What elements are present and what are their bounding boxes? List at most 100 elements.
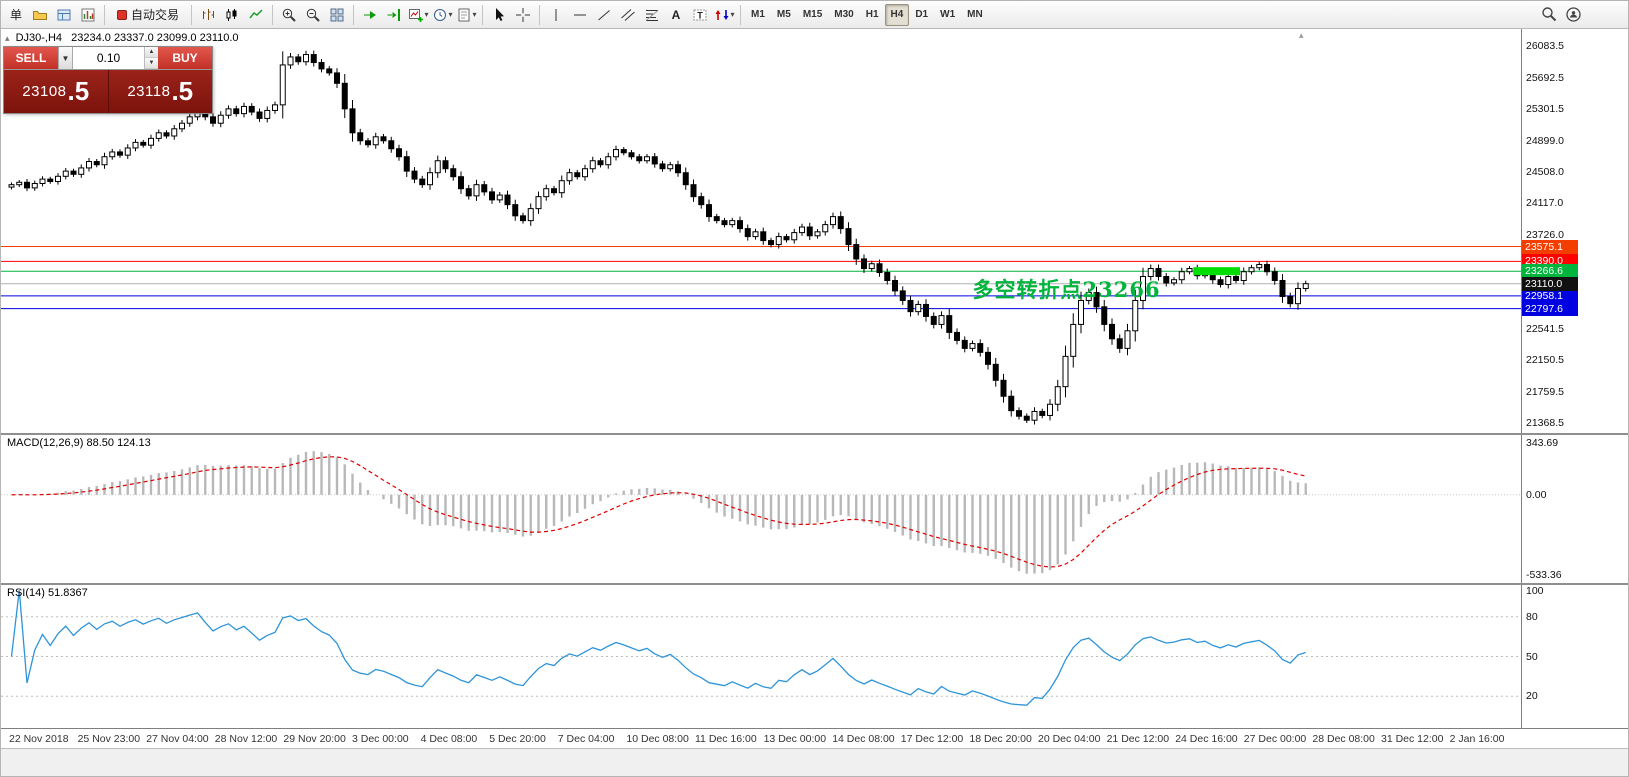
macd-axis[interactable]: 343.69 0.00 -533.36 (1521, 435, 1628, 583)
volume-down-icon[interactable]: ▼ (145, 58, 158, 69)
zoom-out-icon[interactable] (301, 3, 325, 27)
main-chart-pane: 26083.5 25692.5 25301.5 24899.0 24508.0 24117… (1, 29, 1628, 433)
equidistant-channel-tool[interactable] (616, 3, 640, 27)
tf-m15[interactable]: M15 (802, 9, 823, 20)
search-icon[interactable] (1537, 3, 1561, 27)
tf-h1[interactable]: H1 (865, 9, 879, 20)
tf-m1[interactable]: M1 (751, 9, 765, 20)
tf-w1[interactable]: W1 (940, 9, 956, 20)
price-tick: 22541.5 (1526, 323, 1564, 336)
volume-up-icon[interactable]: ▲ (145, 47, 158, 58)
tile-windows-icon[interactable] (325, 3, 349, 27)
macd-canvas[interactable] (1, 435, 1521, 583)
separator (740, 4, 742, 25)
time-label: 21 Dec 12:00 (1106, 733, 1170, 745)
time-label: 5 Dec 20:00 (489, 733, 546, 745)
separator (272, 4, 274, 25)
volume-input[interactable]: 0.10 (96, 51, 121, 65)
trendline-tool[interactable] (592, 3, 616, 27)
profiles-icon[interactable] (52, 3, 76, 27)
rsi-tick: 80 (1526, 610, 1538, 623)
buy-price-pips: .5 (171, 76, 194, 106)
periods-button[interactable]: ▾ (430, 3, 454, 27)
text-tool[interactable]: A (664, 3, 688, 27)
text-label-tool[interactable]: T (688, 3, 712, 27)
autotrading-status-icon (117, 9, 127, 20)
price-level-tag: 23266.6 (1522, 264, 1578, 279)
tf-mn[interactable]: MN (967, 9, 983, 20)
macd-tick: 343.69 (1526, 437, 1559, 450)
tf-m5[interactable]: M5 (776, 9, 791, 20)
time-label: 13 Dec 00:00 (763, 733, 827, 745)
support-icon[interactable] (1561, 3, 1585, 27)
symbol-period-label: DJ30-,H4 (15, 32, 63, 44)
price-tick: 26083.5 (1526, 40, 1564, 53)
macd-tick: -533.36 (1526, 568, 1562, 581)
price-level-tag: 22797.6 (1522, 301, 1578, 316)
price-tick: 25301.5 (1526, 102, 1564, 115)
macd-label: MACD(12,26,9) 88.50 124.13 (7, 437, 151, 449)
candlestick-chart-icon[interactable] (220, 3, 244, 27)
one-click-toggle-icon[interactable]: ▴ (5, 33, 10, 43)
sell-price-button[interactable]: 23108 .5 (4, 70, 108, 113)
buy-button[interactable]: BUY (158, 47, 212, 69)
auto-scroll-icon[interactable] (358, 3, 382, 27)
market-watch-icon[interactable] (76, 3, 100, 27)
time-label: 29 Nov 20:00 (283, 733, 346, 745)
current-price-tag: 23110.0 (1522, 276, 1578, 291)
time-label: 18 Dec 20:00 (969, 733, 1032, 745)
svg-text:T: T (697, 10, 703, 20)
price-tick: 21368.5 (1526, 416, 1564, 429)
sell-button[interactable]: SELL (4, 47, 58, 69)
arrows-tool[interactable]: ▾ (712, 3, 736, 27)
horizontal-line-tool[interactable] (568, 3, 592, 27)
macd-tick: 0.00 (1526, 488, 1547, 501)
volume-field[interactable]: 0.10 ▲ ▼ (73, 47, 158, 69)
buy-price-main: 23118 (127, 83, 171, 100)
tf-m30[interactable]: M30 (834, 9, 854, 20)
autotrading-button[interactable]: 自动交易 (109, 3, 187, 27)
new-chart-button[interactable]: ▾ (406, 3, 430, 27)
macd-pane: 343.69 0.00 -533.36 MACD(12,26,9) 88.50 12… (1, 435, 1628, 583)
separator (353, 4, 355, 25)
cursor-tool[interactable] (487, 3, 511, 27)
bar-chart-icon[interactable] (196, 3, 220, 27)
rsi-axis[interactable]: 100 80 50 20 (1521, 585, 1628, 728)
vertical-line-tool[interactable] (544, 3, 568, 27)
chart-shift-icon[interactable] (382, 3, 406, 27)
templates-button[interactable]: ▾ (454, 3, 478, 27)
pane-separator[interactable] (1, 583, 1628, 585)
ohlc-label: 23234.0 23337.0 23099.0 23110.0 (71, 32, 239, 44)
divider (107, 70, 109, 113)
tf-d1[interactable]: D1 (915, 9, 929, 20)
time-label: 27 Dec 00:00 (1243, 733, 1307, 745)
line-chart-icon[interactable] (244, 3, 268, 27)
pane-separator[interactable] (1, 433, 1628, 435)
zoom-in-icon[interactable] (277, 3, 301, 27)
crosshair-tool[interactable] (511, 3, 535, 27)
volume-dropdown[interactable]: ▼ (58, 47, 73, 69)
chart-folder-icon[interactable] (28, 3, 52, 27)
svg-text:A: A (672, 8, 681, 22)
time-label: 25 Nov 23:00 (77, 733, 141, 745)
time-label: 14 Dec 08:00 (832, 733, 895, 745)
buy-price-button[interactable]: 23118 .5 (108, 70, 212, 113)
chevron-down-icon: ▾ (448, 10, 453, 19)
price-tick: 23726.0 (1526, 228, 1564, 241)
main-chart-canvas[interactable] (1, 29, 1521, 433)
rsi-tick: 100 (1526, 585, 1544, 597)
time-label: 4 Dec 08:00 (420, 733, 478, 745)
separator (104, 4, 105, 25)
price-axis[interactable]: 26083.5 25692.5 25301.5 24899.0 24508.0 24117… (1521, 29, 1628, 433)
price-level-tag: 22958.1 (1522, 288, 1578, 303)
time-axis[interactable]: 22 Nov 2018 25 Nov 23:00 27 Nov 04:00 28 No… (1, 728, 1628, 748)
chevron-down-icon: ▾ (730, 10, 735, 19)
autotrading-label: 自动交易 (131, 8, 180, 22)
time-label: 28 Nov 12:00 (214, 733, 278, 745)
new-order-button[interactable]: 单 (9, 8, 22, 22)
rsi-canvas[interactable] (1, 585, 1521, 728)
chart-info-label: ▴ DJ30-,H4 23234.0 23337.0 23099.0 23110… (5, 32, 239, 44)
fibonacci-tool[interactable] (640, 3, 664, 27)
tf-h4[interactable]: H4 (884, 3, 910, 26)
separator (482, 4, 484, 25)
